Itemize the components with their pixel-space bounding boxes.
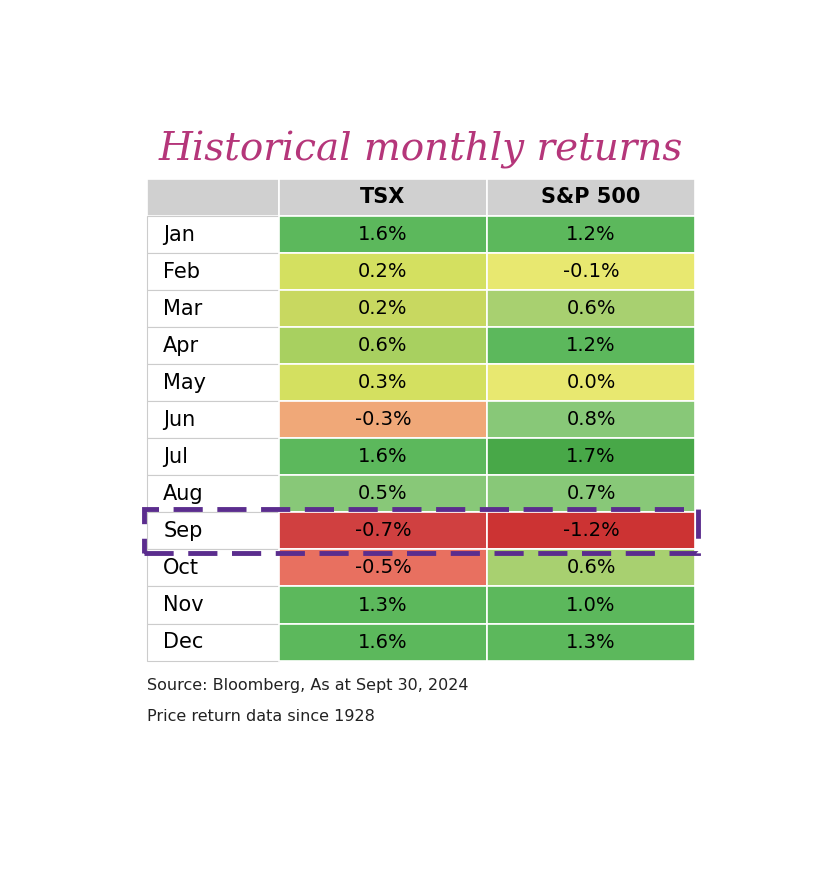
Text: Jun: Jun [164, 410, 196, 429]
Text: 0.5%: 0.5% [358, 485, 408, 503]
FancyBboxPatch shape [279, 290, 487, 327]
Text: Sep: Sep [164, 521, 203, 541]
Text: 1.6%: 1.6% [358, 225, 408, 244]
FancyBboxPatch shape [279, 364, 487, 401]
Text: 1.3%: 1.3% [358, 595, 408, 615]
Text: 0.7%: 0.7% [566, 485, 616, 503]
FancyBboxPatch shape [279, 624, 487, 660]
Text: 0.6%: 0.6% [566, 299, 616, 318]
FancyBboxPatch shape [279, 253, 487, 290]
Text: Feb: Feb [164, 262, 201, 282]
Text: 1.2%: 1.2% [566, 336, 616, 356]
Text: 1.2%: 1.2% [566, 225, 616, 244]
FancyBboxPatch shape [147, 364, 279, 401]
FancyBboxPatch shape [147, 179, 279, 216]
FancyBboxPatch shape [487, 586, 695, 624]
Text: 1.3%: 1.3% [566, 633, 616, 651]
Text: 0.6%: 0.6% [566, 559, 616, 577]
Text: 0.6%: 0.6% [358, 336, 408, 356]
FancyBboxPatch shape [147, 586, 279, 624]
Text: 1.7%: 1.7% [566, 447, 616, 466]
Text: Historical monthly returns: Historical monthly returns [159, 131, 683, 169]
FancyBboxPatch shape [279, 401, 487, 438]
Text: Jul: Jul [164, 446, 188, 467]
Text: -1.2%: -1.2% [563, 521, 620, 541]
Text: Aug: Aug [164, 484, 204, 504]
FancyBboxPatch shape [147, 475, 279, 512]
Text: 0.3%: 0.3% [358, 373, 408, 392]
FancyBboxPatch shape [279, 216, 487, 253]
Text: -0.3%: -0.3% [354, 410, 411, 429]
Text: TSX: TSX [360, 187, 405, 208]
FancyBboxPatch shape [147, 290, 279, 327]
FancyBboxPatch shape [487, 401, 695, 438]
FancyBboxPatch shape [279, 327, 487, 364]
FancyBboxPatch shape [487, 475, 695, 512]
Text: Price return data since 1928: Price return data since 1928 [147, 708, 375, 723]
FancyBboxPatch shape [487, 216, 695, 253]
FancyBboxPatch shape [487, 624, 695, 660]
FancyBboxPatch shape [487, 253, 695, 290]
Text: Jan: Jan [164, 225, 195, 244]
Text: 1.6%: 1.6% [358, 447, 408, 466]
Text: -0.7%: -0.7% [354, 521, 411, 541]
FancyBboxPatch shape [487, 438, 695, 475]
FancyBboxPatch shape [487, 290, 695, 327]
FancyBboxPatch shape [147, 512, 279, 550]
FancyBboxPatch shape [487, 550, 695, 586]
FancyBboxPatch shape [147, 438, 279, 475]
Text: Nov: Nov [164, 595, 204, 615]
Text: -0.5%: -0.5% [354, 559, 411, 577]
Text: 0.8%: 0.8% [566, 410, 616, 429]
FancyBboxPatch shape [147, 624, 279, 660]
FancyBboxPatch shape [487, 327, 695, 364]
FancyBboxPatch shape [279, 586, 487, 624]
FancyBboxPatch shape [487, 512, 695, 550]
Text: Mar: Mar [164, 298, 202, 319]
Text: 0.2%: 0.2% [358, 299, 408, 318]
FancyBboxPatch shape [147, 550, 279, 586]
Text: Apr: Apr [164, 336, 200, 356]
Text: 1.0%: 1.0% [566, 595, 616, 615]
Text: Source: Bloomberg, As at Sept 30, 2024: Source: Bloomberg, As at Sept 30, 2024 [147, 678, 469, 692]
FancyBboxPatch shape [147, 253, 279, 290]
FancyBboxPatch shape [147, 401, 279, 438]
FancyBboxPatch shape [487, 364, 695, 401]
FancyBboxPatch shape [279, 550, 487, 586]
FancyBboxPatch shape [147, 216, 279, 253]
Text: -0.1%: -0.1% [563, 262, 620, 281]
Text: Oct: Oct [164, 558, 199, 578]
FancyBboxPatch shape [279, 475, 487, 512]
FancyBboxPatch shape [487, 179, 695, 216]
Text: 0.0%: 0.0% [566, 373, 616, 392]
FancyBboxPatch shape [279, 512, 487, 550]
Text: May: May [164, 372, 206, 393]
FancyBboxPatch shape [147, 327, 279, 364]
FancyBboxPatch shape [279, 179, 487, 216]
Text: 0.2%: 0.2% [358, 262, 408, 281]
Text: Dec: Dec [164, 632, 204, 652]
FancyBboxPatch shape [279, 438, 487, 475]
Text: 1.6%: 1.6% [358, 633, 408, 651]
Text: S&P 500: S&P 500 [542, 187, 641, 208]
